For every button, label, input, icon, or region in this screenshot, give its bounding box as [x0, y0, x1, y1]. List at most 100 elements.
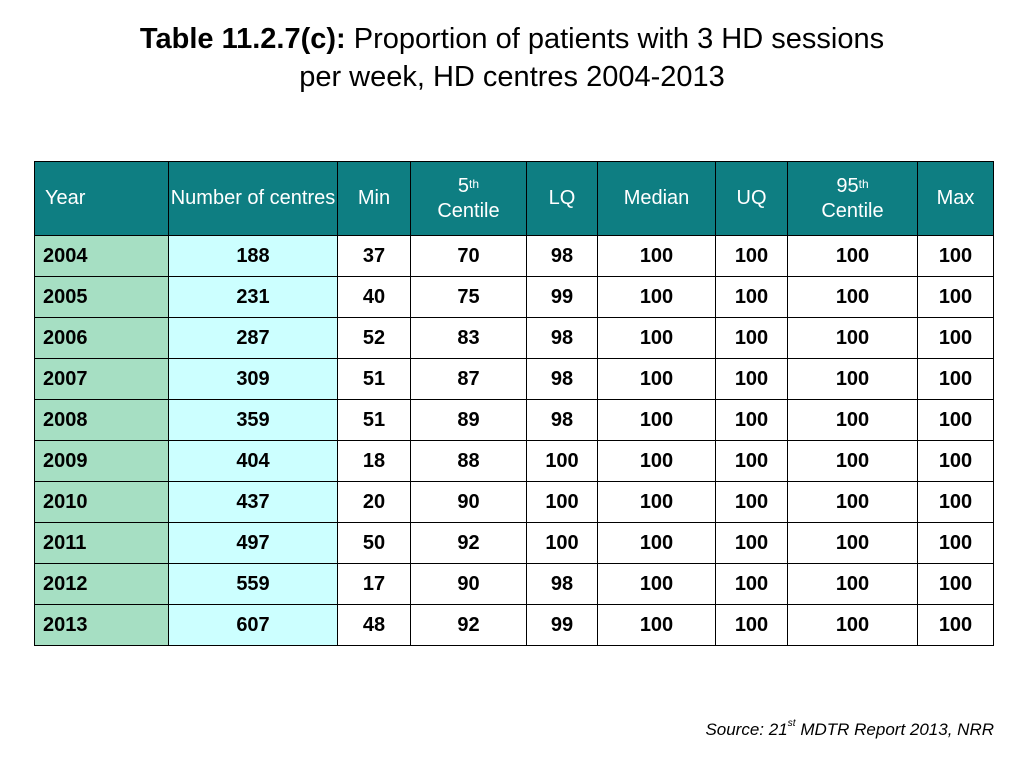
- table-cell: 100: [917, 399, 994, 441]
- source-sup: st: [787, 718, 796, 729]
- table-cell: 99: [526, 604, 598, 646]
- table-cell: 100: [597, 276, 716, 318]
- header-cell: Median: [597, 161, 716, 236]
- table-cell: 559: [168, 563, 338, 605]
- table-cell: 100: [917, 235, 994, 277]
- table-cell: 51: [337, 358, 411, 400]
- table-row: 2007 309 51 87 98 100 100 100 100: [34, 358, 994, 400]
- header-cell: Max: [917, 161, 994, 236]
- table-cell: 37: [337, 235, 411, 277]
- table-cell: 100: [917, 440, 994, 482]
- table-cell: 100: [597, 563, 716, 605]
- source-text: MDTR Report 2013, NRR: [795, 720, 994, 739]
- table-cell: 17: [337, 563, 411, 605]
- table-cell: 607: [168, 604, 338, 646]
- table-cell: 2013: [34, 604, 169, 646]
- table-cell: 100: [787, 481, 918, 523]
- table-cell: 100: [715, 358, 788, 400]
- table-cell: 231: [168, 276, 338, 318]
- table-cell: 100: [715, 235, 788, 277]
- table-cell: 2009: [34, 440, 169, 482]
- table-cell: 40: [337, 276, 411, 318]
- table-cell: 287: [168, 317, 338, 359]
- table-cell: 2010: [34, 481, 169, 523]
- header-cell: UQ: [715, 161, 788, 236]
- table-cell: 100: [715, 481, 788, 523]
- header-cell: 5th Centile: [410, 161, 527, 236]
- table-cell: 98: [526, 317, 598, 359]
- table-cell: 100: [597, 317, 716, 359]
- table-cell: 48: [337, 604, 411, 646]
- table-cell: 92: [410, 522, 527, 564]
- table-cell: 100: [917, 604, 994, 646]
- table-cell: 90: [410, 563, 527, 605]
- table-cell: 2012: [34, 563, 169, 605]
- table-cell: 98: [526, 563, 598, 605]
- table-cell: 100: [715, 604, 788, 646]
- table-row: 2013 607 48 92 99 100 100 100 100: [34, 604, 994, 646]
- table-cell: 100: [787, 276, 918, 318]
- table-cell: 100: [715, 563, 788, 605]
- table-cell: 309: [168, 358, 338, 400]
- table-cell: 100: [597, 481, 716, 523]
- table-cell: 100: [715, 276, 788, 318]
- table-cell: 92: [410, 604, 527, 646]
- header-sup: th: [858, 176, 869, 191]
- table-cell: 89: [410, 399, 527, 441]
- table-cell: 52: [337, 317, 411, 359]
- table-cell: 50: [337, 522, 411, 564]
- table-cell: 100: [597, 235, 716, 277]
- table-row: 2004 188 37 70 98 100 100 100 100: [34, 235, 994, 277]
- table-cell: 100: [597, 522, 716, 564]
- data-table: Year Number of centres Min 5th Centile LQ Medi…: [34, 161, 994, 646]
- table-cell: 100: [917, 522, 994, 564]
- table-cell: 100: [597, 604, 716, 646]
- header-text: Centile: [821, 199, 884, 222]
- table-row: 2009 404 18 88 100 100 100 100 100: [34, 440, 994, 482]
- title-text: Proportion of patients with 3 HD session…: [353, 23, 885, 55]
- table-cell: 100: [597, 358, 716, 400]
- title-label: Table 11.2.7(c):: [139, 23, 346, 55]
- table-cell: 70: [410, 235, 527, 277]
- header-cell: Min: [337, 161, 411, 236]
- table-cell: 100: [526, 440, 598, 482]
- table-cell: 100: [917, 563, 994, 605]
- table-cell: 75: [410, 276, 527, 318]
- table-cell: 83: [410, 317, 527, 359]
- table-row: 2008 359 51 89 98 100 100 100 100: [34, 399, 994, 441]
- table-cell: 497: [168, 522, 338, 564]
- table-cell: 100: [715, 522, 788, 564]
- table-cell: 20: [337, 481, 411, 523]
- table-cell: 100: [787, 399, 918, 441]
- header-row: Year Number of centres Min 5th Centile LQ Medi…: [34, 161, 994, 236]
- table-row: 2011 497 50 92 100 100 100 100 100: [34, 522, 994, 564]
- header-cell: Number of centres: [168, 161, 338, 236]
- table-row: 2012 559 17 90 98 100 100 100 100: [34, 563, 994, 605]
- table-cell: 100: [787, 317, 918, 359]
- table-cell: 2004: [34, 235, 169, 277]
- title-text: per week, HD centres 2004-2013: [299, 61, 725, 93]
- source-text: Source: 21: [705, 720, 788, 739]
- header-text: 5: [457, 174, 470, 197]
- table-cell: 100: [526, 481, 598, 523]
- table-cell: 2008: [34, 399, 169, 441]
- header-text: 95: [836, 174, 859, 197]
- table-cell: 100: [787, 604, 918, 646]
- table-cell: 88: [410, 440, 527, 482]
- table-cell: 99: [526, 276, 598, 318]
- table-cell: 100: [917, 358, 994, 400]
- table-cell: 98: [526, 358, 598, 400]
- table-cell: 100: [715, 399, 788, 441]
- table-cell: 100: [715, 440, 788, 482]
- table-cell: 98: [526, 399, 598, 441]
- table-cell: 2011: [34, 522, 169, 564]
- table-cell: 2006: [34, 317, 169, 359]
- table-cell: 51: [337, 399, 411, 441]
- header-cell: 95th Centile: [787, 161, 918, 236]
- table-row: 2010 437 20 90 100 100 100 100 100: [34, 481, 994, 523]
- table-cell: 404: [168, 440, 338, 482]
- header-cell: Year: [34, 161, 169, 236]
- table-cell: 100: [715, 317, 788, 359]
